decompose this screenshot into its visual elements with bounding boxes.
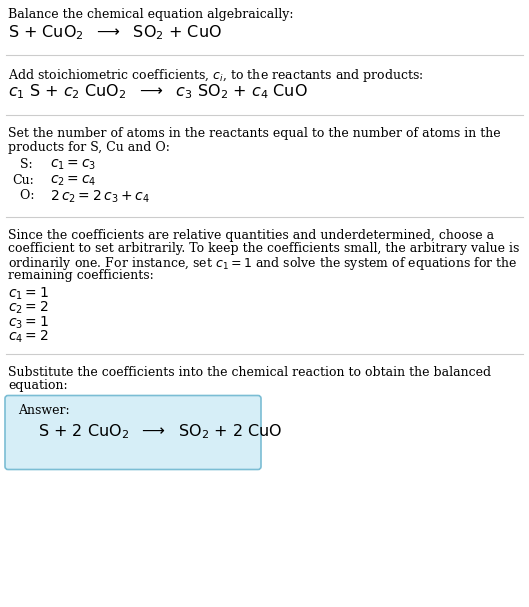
Text: Substitute the coefficients into the chemical reaction to obtain the balanced: Substitute the coefficients into the che… [8, 365, 491, 379]
Text: S:: S: [12, 158, 33, 171]
Text: Add stoichiometric coefficients, $c_i$, to the reactants and products:: Add stoichiometric coefficients, $c_i$, … [8, 67, 424, 84]
Text: $c_4 = 2$: $c_4 = 2$ [8, 329, 49, 345]
Text: $2\,c_2 = 2\,c_3 + c_4$: $2\,c_2 = 2\,c_3 + c_4$ [50, 189, 150, 205]
Text: remaining coefficients:: remaining coefficients: [8, 269, 154, 282]
Text: $c_1 = c_3$: $c_1 = c_3$ [50, 158, 96, 172]
Text: $c_2 = c_4$: $c_2 = c_4$ [50, 174, 96, 188]
Text: Since the coefficients are relative quantities and underdetermined, choose a: Since the coefficients are relative quan… [8, 228, 494, 242]
Text: $c_2 = 2$: $c_2 = 2$ [8, 300, 49, 316]
FancyBboxPatch shape [5, 396, 261, 469]
Text: S + 2 CuO$_2$  $\longrightarrow$  SO$_2$ + 2 CuO: S + 2 CuO$_2$ $\longrightarrow$ SO$_2$ +… [38, 422, 282, 441]
Text: Cu:: Cu: [12, 174, 34, 186]
Text: Answer:: Answer: [18, 404, 70, 416]
Text: Set the number of atoms in the reactants equal to the number of atoms in the: Set the number of atoms in the reactants… [8, 127, 500, 140]
Text: $c_1 = 1$: $c_1 = 1$ [8, 285, 49, 302]
Text: O:: O: [12, 189, 34, 202]
Text: $c_1$ S + $c_2$ CuO$_2$  $\longrightarrow$  $c_3$ SO$_2$ + $c_4$ CuO: $c_1$ S + $c_2$ CuO$_2$ $\longrightarrow… [8, 82, 308, 101]
Text: S + CuO$_2$  $\longrightarrow$  SO$_2$ + CuO: S + CuO$_2$ $\longrightarrow$ SO$_2$ + C… [8, 24, 222, 42]
Text: $c_3 = 1$: $c_3 = 1$ [8, 314, 49, 331]
Text: ordinarily one. For instance, set $c_1 = 1$ and solve the system of equations fo: ordinarily one. For instance, set $c_1 =… [8, 256, 518, 273]
Text: equation:: equation: [8, 379, 68, 392]
Text: products for S, Cu and O:: products for S, Cu and O: [8, 140, 170, 154]
Text: Balance the chemical equation algebraically:: Balance the chemical equation algebraica… [8, 8, 294, 21]
Text: coefficient to set arbitrarily. To keep the coefficients small, the arbitrary va: coefficient to set arbitrarily. To keep … [8, 242, 519, 255]
